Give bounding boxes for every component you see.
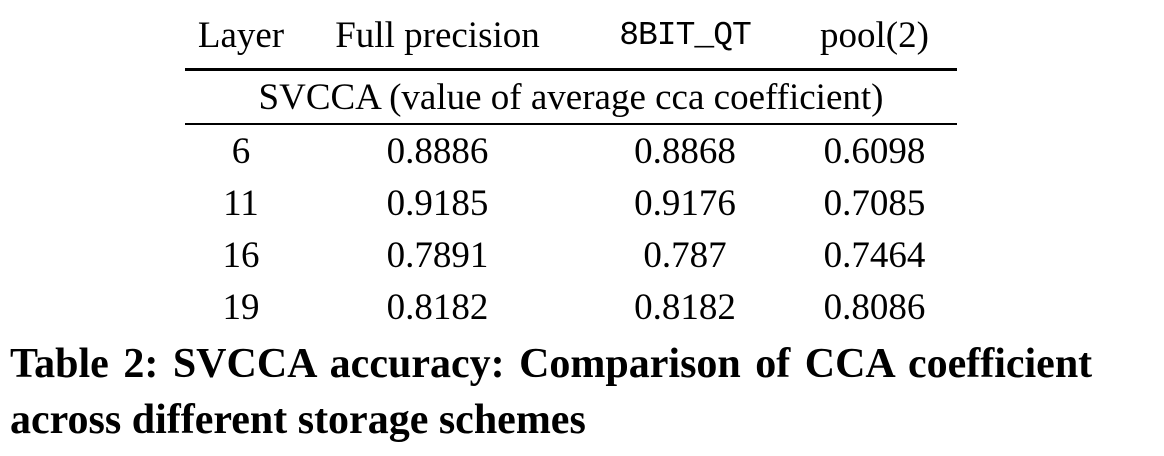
table-cell-layer: 19 <box>222 286 260 328</box>
column-header-8bit-qt: 8BIT_QT <box>578 6 792 71</box>
table-cell-pool2: 0.8086 <box>823 286 926 328</box>
table-caption: Table 2: SVCCA accuracy: Comparison of C… <box>10 336 1160 448</box>
table-cell-8bit-qt: 0.787 <box>643 234 727 276</box>
table-cell-pool2: 0.7464 <box>823 234 926 276</box>
svcca-table: Layer Full precision 8BIT_QT pool(2) SVC… <box>185 6 957 333</box>
section-header-svcca: SVCCA (value of average cca coefficient) <box>185 69 957 125</box>
column-header-full-precision: Full precision <box>297 6 578 71</box>
table-cell-layer: 11 <box>223 182 259 224</box>
column-header-layer: Layer <box>185 6 297 71</box>
table-row: 6 0.8886 0.8868 0.6098 <box>185 124 957 177</box>
table-cell-pool2: 0.7085 <box>823 182 926 224</box>
table-cell-full-precision: 0.7891 <box>386 234 489 276</box>
section-header-row: SVCCA (value of average cca coefficient) <box>185 69 957 125</box>
table-cell-8bit-qt: 0.8182 <box>634 286 736 328</box>
table-cell-pool2: 0.6098 <box>823 130 926 172</box>
table-cell-layer: 6 <box>231 130 251 172</box>
table-row: 11 0.9185 0.9176 0.7085 <box>185 177 957 229</box>
table-cell-8bit-qt: 0.9176 <box>634 182 736 224</box>
table-header-row: Layer Full precision 8BIT_QT pool(2) <box>185 6 957 71</box>
table-cell-full-precision: 0.9185 <box>386 182 489 224</box>
table-cell-full-precision: 0.8182 <box>386 286 489 328</box>
table-cell-full-precision: 0.8886 <box>386 130 489 172</box>
table-row: 16 0.7891 0.787 0.7464 <box>185 229 957 281</box>
caption-line-2: across different storage schemes <box>10 397 586 443</box>
caption-line-1: Table 2: SVCCA accuracy: Comparison of C… <box>10 341 1093 387</box>
svcca-data-table: Layer Full precision 8BIT_QT pool(2) SVC… <box>185 6 957 333</box>
table-cell-layer: 16 <box>222 234 260 276</box>
table-row: 19 0.8182 0.8182 0.8086 <box>185 281 957 333</box>
table-cell-8bit-qt: 0.8868 <box>634 130 736 172</box>
column-header-pool2: pool(2) <box>792 6 957 71</box>
